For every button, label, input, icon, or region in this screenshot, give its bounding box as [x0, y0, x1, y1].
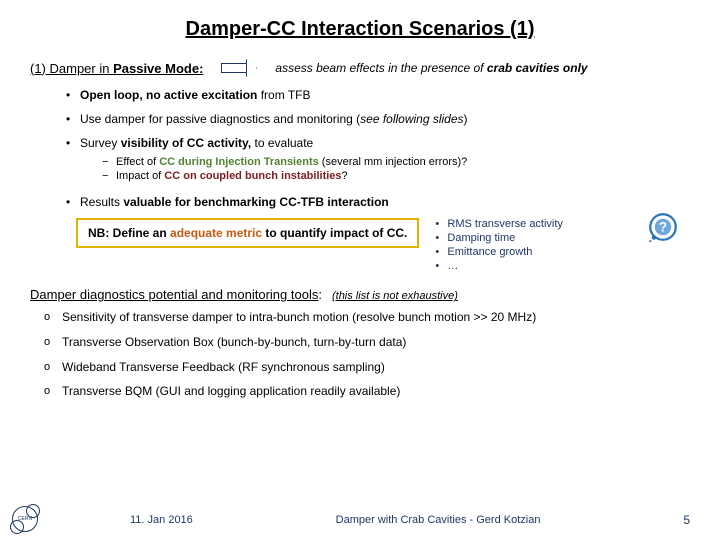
- nb-orange: adequate metric: [170, 226, 262, 240]
- nb-a: NB: Define an: [88, 226, 170, 240]
- subtitle-mode: Passive Mode:: [113, 61, 203, 76]
- metric-1: Damping time: [435, 232, 563, 246]
- b3-sub1: Effect of CC during Injection Transients…: [102, 155, 690, 170]
- nb-row: NB: Define an adequate metric to quantif…: [76, 218, 690, 273]
- slide-root: Damper-CC Interaction Scenarios (1) (1) …: [0, 0, 720, 540]
- tool-1: Transverse Observation Box (bunch-by-bun…: [44, 335, 690, 351]
- nb-b: to quantify impact of CC.: [262, 226, 407, 240]
- b3s2-a: Impact of: [116, 170, 164, 182]
- b3s1-a: Effect of: [116, 156, 159, 168]
- main-bullets: Open loop, no active excitation from TFB…: [30, 87, 690, 210]
- b3-sub2: Impact of CC on coupled bunch instabilit…: [102, 169, 690, 184]
- b3s1-b: (several mm injection errors)?: [319, 156, 468, 168]
- metric-0: RMS transverse activity: [435, 218, 563, 232]
- footer-page: 5: [683, 513, 690, 527]
- bullet-2: Use damper for passive diagnostics and m…: [66, 111, 690, 127]
- arrow-icon: [221, 59, 257, 77]
- assess-em: crab cavities only: [487, 61, 588, 75]
- bullet-1: Open loop, no active excitation from TFB: [66, 87, 690, 103]
- bullet-3: Survey visibility of CC activity, to eva…: [66, 135, 690, 184]
- subtitle: (1) Damper in Passive Mode:: [30, 61, 203, 76]
- question-icon: ?: [648, 212, 678, 242]
- b4-a: Results: [80, 195, 123, 209]
- b1-rest: from TFB: [257, 88, 310, 102]
- assess-text: assess beam effects in the presence of c…: [275, 61, 587, 75]
- metric-3: …: [435, 260, 563, 274]
- tool-2: Wideband Transverse Feedback (RF synchro…: [44, 360, 690, 376]
- bullet-4: Results valuable for benchmarking CC-TFB…: [66, 194, 690, 210]
- footer-date: 11. Jan 2016: [130, 514, 193, 526]
- metric-list: RMS transverse activity Damping time Emi…: [435, 218, 563, 273]
- exhaust-note: (this list is not exhaustive): [332, 290, 458, 302]
- subtitle-row: (1) Damper in Passive Mode: assess beam …: [30, 59, 690, 77]
- b2-b: ): [464, 112, 468, 126]
- tool-3: Transverse BQM (GUI and logging applicat…: [44, 384, 690, 400]
- b3-a: Survey: [80, 136, 121, 150]
- section2-title-wrap: Damper diagnostics potential and monitor…: [30, 287, 322, 302]
- section2-title: Damper diagnostics potential and monitor…: [30, 287, 318, 302]
- tools-list: Sensitivity of transverse damper to intr…: [30, 310, 690, 399]
- b3s2-b: ?: [342, 170, 348, 182]
- subtitle-prefix: (1) Damper in: [30, 61, 113, 76]
- b2-a: Use damper for passive diagnostics and m…: [80, 112, 360, 126]
- b2-em: see following slides: [360, 112, 463, 126]
- section2-colon: :: [318, 287, 322, 302]
- slide-title: Damper-CC Interaction Scenarios (1): [30, 18, 690, 41]
- svg-text:?: ?: [659, 220, 667, 235]
- b3-b: to evaluate: [251, 136, 313, 150]
- tool-0: Sensitivity of transverse damper to intr…: [44, 310, 690, 326]
- nb-box: NB: Define an adequate metric to quantif…: [76, 218, 419, 248]
- metric-2: Emittance growth: [435, 246, 563, 260]
- b1-bold: Open loop, no active excitation: [80, 88, 257, 102]
- b4-bold: valuable for benchmarking CC-TFB interac…: [123, 195, 388, 209]
- footer: 11. Jan 2016 Damper with Crab Cavities -…: [0, 500, 720, 540]
- assess-prefix: assess beam effects in the presence of: [275, 61, 486, 75]
- bullet-3-sub: Effect of CC during Injection Transients…: [80, 155, 690, 185]
- b3s2-bold: CC on coupled bunch instabilities: [164, 170, 341, 182]
- section2-row: Damper diagnostics potential and monitor…: [30, 287, 690, 302]
- b3s1-bold: CC during Injection Transients: [159, 156, 319, 168]
- b3-bold: visibility of CC activity,: [121, 136, 251, 150]
- footer-mid: Damper with Crab Cavities - Gerd Kotzian: [336, 514, 541, 526]
